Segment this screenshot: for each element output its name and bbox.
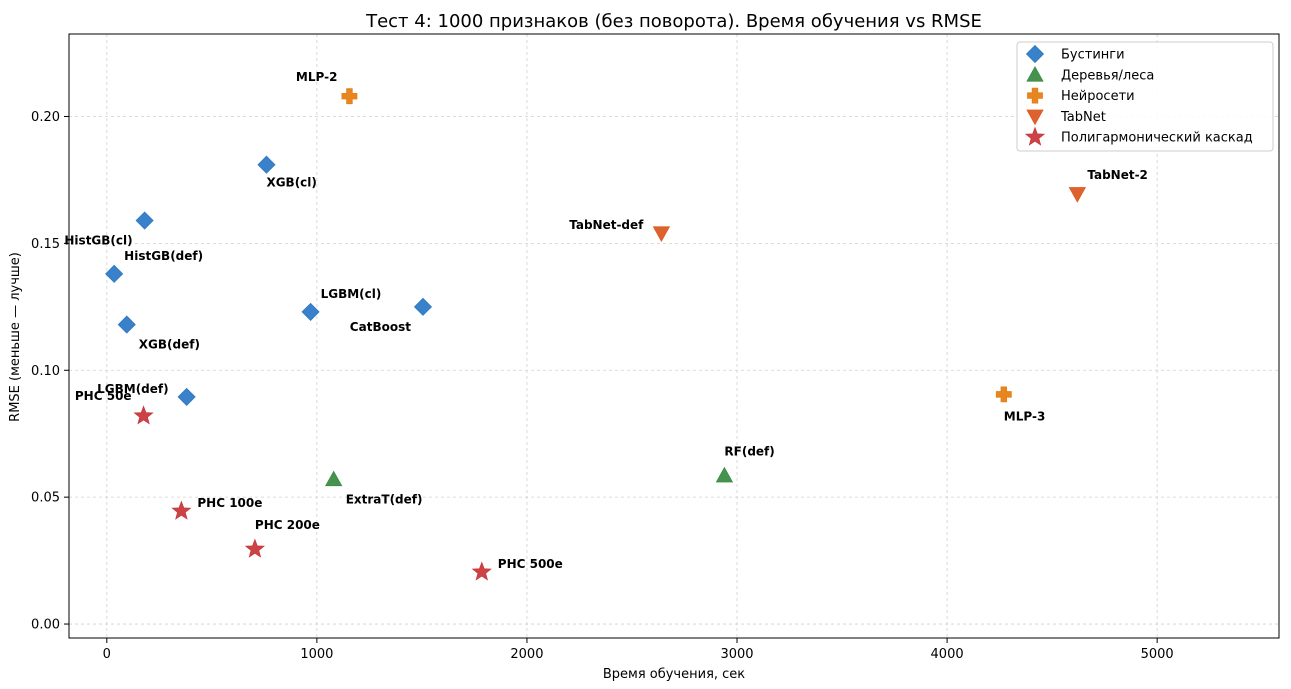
legend-entry: TabNet (1060, 110, 1106, 125)
legend-marker (1025, 44, 1045, 64)
point-label: CatBoost (350, 320, 411, 334)
y-tick-label: 0.15 (31, 237, 60, 252)
data-point (652, 226, 671, 243)
data-point (341, 88, 358, 105)
legend-entry: Деревья/леса (1061, 68, 1154, 83)
y-tick-label: 0.20 (31, 110, 60, 125)
point-label: ExtraT(def) (346, 492, 423, 506)
data-point (257, 155, 276, 174)
data-point (117, 315, 136, 334)
data-point (177, 387, 196, 406)
y-tick-label: 0.00 (31, 618, 60, 633)
data-point (244, 538, 266, 558)
x-tick-label: 1000 (300, 647, 333, 662)
data-point (133, 405, 154, 425)
data-point (171, 500, 192, 520)
x-axis-label: Время обучения, сек (603, 667, 745, 682)
data-point (715, 466, 734, 483)
legend-marker (1024, 126, 1046, 146)
point-label: PHC 500e (498, 557, 563, 571)
legend-entry: Бустинги (1061, 48, 1125, 63)
data-point (471, 561, 492, 581)
point-label: MLP-3 (1004, 409, 1046, 423)
plot-area-frame (68, 33, 1280, 639)
y-axis-label: RMSE (меньше — лучше) (8, 252, 23, 422)
point-label: XGB(cl) (266, 176, 316, 190)
data-point (413, 297, 433, 316)
point-label: LGBM(def) (97, 382, 169, 396)
x-tick-label: 3000 (720, 647, 753, 662)
point-labels: XGB(cl) HistGB(cl)HistGB(def) XGB(def) LGBM… (64, 70, 1148, 571)
data-points (105, 88, 1087, 581)
x-tick-label: 5000 (1141, 647, 1174, 662)
x-tick-label: 0 (103, 647, 111, 662)
point-label: PHC 200e (255, 518, 320, 532)
data-point (325, 470, 343, 487)
legend-marker (1027, 87, 1043, 104)
point-label: XGB(def) (139, 338, 200, 352)
y-tick-label: 0.05 (31, 491, 60, 506)
x-tick-label: 2000 (510, 647, 543, 662)
point-label: PHC 50e (75, 389, 132, 403)
point-label: TabNet-2 (1087, 168, 1148, 182)
legend-box (1016, 41, 1274, 152)
data-point (301, 302, 320, 321)
data-point (105, 264, 124, 283)
legend-entry: Нейросети (1061, 89, 1135, 104)
legend-entry: Полигармонический каскад (1061, 131, 1253, 146)
axis-ticks: 0 1000 2000 3000 4000 5000 0.00 0.05 0.10 0.15 0.2… (31, 110, 1174, 662)
legend: Бустинги Деревья/леса Нейросети TabNet Полиг… (1016, 41, 1274, 152)
legend-marker (1026, 65, 1044, 82)
data-point (1068, 187, 1087, 203)
point-label: HistGB(cl) (64, 234, 132, 248)
point-label: RF(def) (724, 445, 774, 459)
point-label: PHC 100e (197, 496, 262, 510)
point-label: HistGB(def) (124, 249, 203, 263)
legend-marker (1026, 109, 1044, 126)
y-tick-label: 0.10 (31, 364, 60, 379)
point-label: TabNet-def (569, 218, 644, 232)
x-tick-label: 4000 (931, 647, 964, 662)
point-label: MLP-2 (296, 70, 338, 84)
data-point (135, 211, 154, 230)
point-label: LGBM(cl) (321, 287, 382, 301)
chart-title: Тест 4: 1000 признаков (без поворота). В… (365, 11, 982, 32)
data-point (995, 386, 1012, 403)
